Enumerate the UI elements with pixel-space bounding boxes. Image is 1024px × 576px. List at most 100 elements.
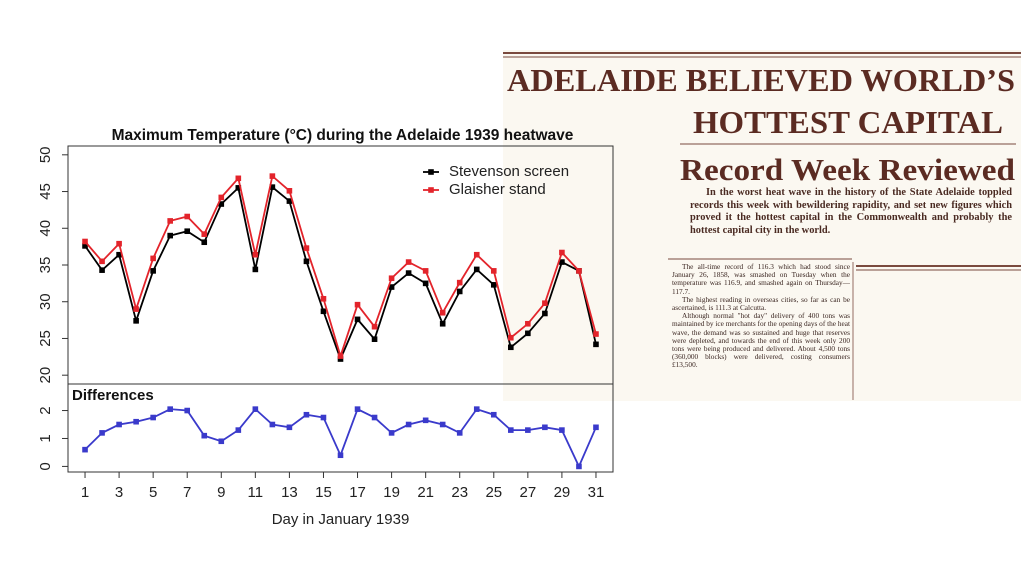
data-point (133, 306, 139, 312)
y-tick-label: 0 (37, 462, 54, 470)
x-tick-label: 5 (149, 484, 157, 501)
data-point (576, 268, 582, 274)
article-body: The all-time record of 116.3 which had s… (672, 263, 850, 400)
y-tick-label: 40 (37, 220, 54, 237)
data-point (235, 175, 242, 182)
data-point (490, 411, 497, 418)
data-point (337, 353, 344, 359)
data-point (133, 318, 139, 324)
y-tick-label: 45 (37, 183, 54, 200)
data-point (593, 424, 599, 431)
data-point (320, 414, 327, 421)
x-tick-label: 13 (281, 484, 298, 501)
data-point (252, 406, 259, 412)
data-point (422, 280, 429, 287)
y-tick-label: 25 (37, 330, 54, 347)
data-point (456, 430, 463, 436)
panel-title: Differences (72, 387, 154, 404)
clipping-paper (503, 50, 1021, 401)
data-point (82, 238, 88, 245)
legend-swatch (428, 169, 434, 175)
data-point (218, 438, 225, 445)
legend-label: Glaisher stand (449, 181, 546, 198)
data-point (525, 320, 531, 327)
data-point (405, 421, 412, 428)
data-point (473, 266, 480, 273)
data-point (303, 258, 310, 265)
paragraph: The highest reading in overseas cities, … (672, 294, 850, 313)
data-point (269, 184, 276, 190)
y-tick-label: 20 (37, 367, 54, 384)
data-point (559, 249, 565, 256)
x-tick-label: 3 (115, 484, 123, 501)
data-point (150, 268, 156, 274)
x-tick-label: 29 (554, 484, 571, 501)
x-tick-label: 25 (485, 484, 502, 501)
data-point (542, 300, 548, 306)
data-point (388, 275, 395, 282)
data-point (593, 341, 599, 348)
y-tick-label: 30 (37, 293, 54, 310)
headline: ADELAIDE BELIEVED WORLD’S (507, 62, 1015, 98)
x-tick-label: 27 (520, 484, 537, 501)
data-point (99, 258, 105, 265)
y-tick-label: 2 (37, 406, 54, 414)
data-point (525, 330, 531, 337)
data-point (303, 245, 310, 251)
data-point (542, 424, 548, 431)
data-point (150, 255, 156, 262)
data-point (252, 251, 259, 258)
x-tick-label: 7 (183, 484, 191, 501)
data-point (559, 427, 565, 433)
data-point (490, 268, 497, 274)
data-point (218, 194, 225, 201)
y-tick-label: 50 (37, 146, 54, 163)
data-point (593, 331, 599, 337)
data-point (286, 424, 293, 431)
data-point (116, 251, 122, 258)
data-point (388, 284, 395, 290)
data-point (320, 295, 327, 302)
data-point (218, 201, 225, 207)
x-tick-label: 17 (349, 484, 366, 501)
x-tick-label: 9 (217, 484, 225, 501)
paragraph: The all-time record of 116.3 which had s… (672, 263, 850, 296)
data-point (490, 282, 497, 288)
data-point (422, 417, 429, 424)
data-point (354, 316, 361, 323)
data-point (354, 301, 361, 308)
data-point (559, 259, 565, 265)
data-point (320, 308, 327, 315)
subheadline: Record Week Reviewed (680, 152, 1015, 187)
data-point (439, 320, 446, 327)
data-point (99, 267, 105, 273)
x-tick-label: 23 (451, 484, 468, 501)
data-point (252, 266, 259, 273)
data-point (371, 336, 378, 342)
data-point (269, 421, 276, 428)
data-point (201, 231, 208, 237)
y-tick-label: 1 (37, 434, 54, 442)
x-tick-label: 31 (588, 484, 605, 501)
y-tick-label: 35 (37, 257, 54, 274)
data-point (201, 432, 208, 439)
data-point (576, 463, 582, 470)
data-point (439, 309, 446, 316)
data-point (184, 407, 191, 414)
x-tick-label: 11 (248, 484, 264, 501)
data-point (116, 421, 122, 428)
data-point (422, 268, 429, 274)
data-point (303, 411, 310, 418)
legend-label: Stevenson screen (449, 163, 569, 180)
data-point (167, 232, 173, 239)
data-point (82, 446, 88, 453)
data-point (116, 240, 122, 247)
data-point (456, 279, 463, 286)
x-tick-label: 15 (315, 484, 332, 501)
lede: In the worst heat wave in the history of… (690, 187, 1012, 236)
data-point (286, 198, 293, 204)
plot-frame (67, 383, 614, 473)
data-point (82, 243, 88, 249)
